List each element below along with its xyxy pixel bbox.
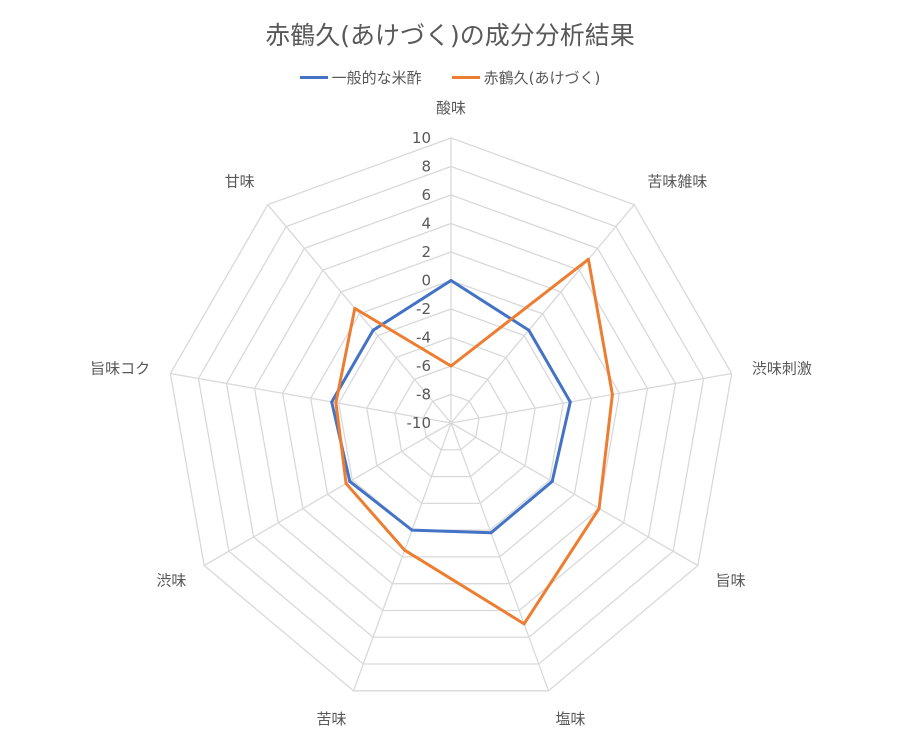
tick-label: 10 <box>412 129 431 147</box>
series-line-1 <box>330 279 572 535</box>
tick-label: 8 <box>421 158 431 176</box>
tick-label: -4 <box>416 329 431 347</box>
series-2-point <box>344 482 348 486</box>
category-label: 旨味コク <box>90 359 150 377</box>
tick-label: -8 <box>416 386 431 404</box>
category-label: 苦味 <box>316 710 346 728</box>
tick-label: -10 <box>407 414 432 432</box>
grid-spoke <box>450 372 732 424</box>
grid-spoke <box>203 422 452 567</box>
series-2-point <box>403 548 407 552</box>
legend-swatch-series-1 <box>299 76 328 79</box>
series-1-point <box>527 328 531 332</box>
grid-spoke <box>170 372 452 424</box>
chart-title: 赤鶴久(あけづく)の成分分析結果 <box>265 21 635 50</box>
grid-ring <box>366 336 536 504</box>
series-1-point <box>568 400 572 404</box>
tick-label: -2 <box>416 300 431 318</box>
legend-item-series-1: 一般的な米酢 <box>299 67 422 88</box>
tick-label: -6 <box>416 357 431 375</box>
category-label: 酸味 <box>436 99 466 117</box>
grid-ring <box>422 393 480 451</box>
series-1-point <box>348 479 352 483</box>
grid-spoke <box>450 422 550 692</box>
category-label: 苦味雑味 <box>647 173 707 191</box>
category-label: 渋味 <box>156 572 186 590</box>
category-label: 塩味 <box>556 710 586 728</box>
series-1-point <box>410 528 414 532</box>
tick-label: 0 <box>421 272 431 290</box>
grid-ring <box>197 165 705 665</box>
tick-label: 2 <box>421 243 431 261</box>
series-2-point <box>334 401 338 405</box>
tick-label: 6 <box>421 186 431 204</box>
series-2-point <box>610 393 614 397</box>
series-line-2 <box>334 257 614 626</box>
series-2-point <box>597 507 601 510</box>
series-2-point <box>586 257 590 261</box>
category-label: 渋味刺激 <box>752 359 812 377</box>
series-2-point <box>522 622 526 626</box>
legend-label-series-1: 一般的な米酢 <box>331 69 422 87</box>
legend-item-series-2: 赤鶴久(あけづく) <box>451 67 601 88</box>
series-2-point <box>353 306 357 310</box>
grid-spoke <box>267 204 452 424</box>
category-label: 甘味 <box>225 173 255 191</box>
grid-ring <box>169 137 733 692</box>
series-1-point <box>449 279 453 282</box>
grid-ring <box>253 222 649 612</box>
tick-label: 4 <box>421 215 431 233</box>
grid-ring <box>309 279 593 558</box>
grid-ring <box>394 365 508 478</box>
category-label: 旨味 <box>716 572 746 590</box>
series-1-point <box>330 400 334 404</box>
series-1-point <box>550 479 554 483</box>
grid-ring <box>225 194 677 638</box>
legend: 一般的な米酢 赤鶴久(あけづく) <box>0 67 900 88</box>
legend-label-series-2: 赤鶴久(あけづく) <box>483 69 601 87</box>
grid-ring <box>281 251 621 585</box>
grid-spoke <box>352 422 452 692</box>
series-2-point <box>449 364 453 368</box>
grid-spoke <box>450 422 699 567</box>
grid-spoke <box>450 204 635 424</box>
series-1-point <box>371 328 375 332</box>
legend-swatch-series-2 <box>451 76 480 79</box>
series-1-point <box>489 531 493 535</box>
